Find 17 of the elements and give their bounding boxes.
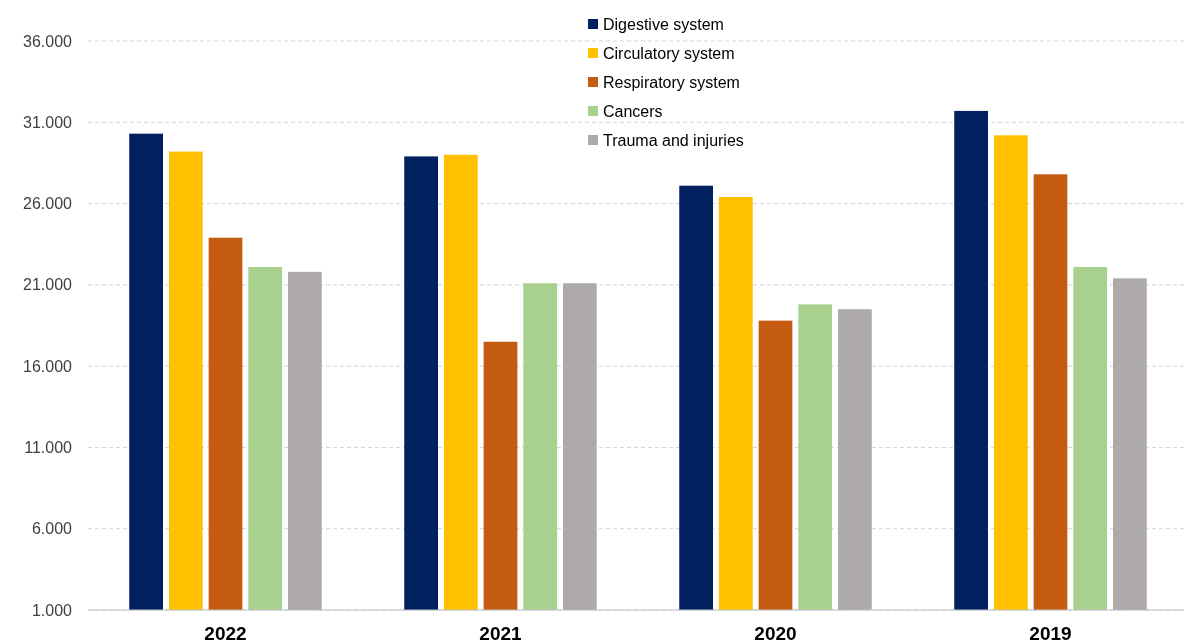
y-tick-label: 31.000 bbox=[23, 113, 73, 131]
y-tick-label: 11.000 bbox=[24, 439, 73, 457]
legend-label: Circulatory system bbox=[603, 44, 735, 62]
legend-label: Cancers bbox=[603, 102, 663, 120]
legend-label: Digestive system bbox=[603, 15, 724, 33]
legend-label: Respiratory system bbox=[603, 73, 740, 91]
x-tick-label: 2020 bbox=[754, 623, 797, 642]
x-tick-label: 2019 bbox=[1029, 623, 1072, 642]
y-tick-label: 36.000 bbox=[23, 32, 73, 50]
x-tick-label: 2021 bbox=[479, 623, 523, 642]
legend-label: Trauma and injuries bbox=[603, 131, 744, 149]
y-tick-label: 1.000 bbox=[31, 601, 73, 619]
y-tick-label: 26.000 bbox=[23, 195, 73, 213]
y-tick-label: 21.000 bbox=[23, 276, 73, 294]
x-tick-label: 2022 bbox=[204, 623, 247, 642]
y-tick-label: 16.000 bbox=[23, 357, 73, 375]
y-tick-label: 6.000 bbox=[31, 520, 73, 538]
